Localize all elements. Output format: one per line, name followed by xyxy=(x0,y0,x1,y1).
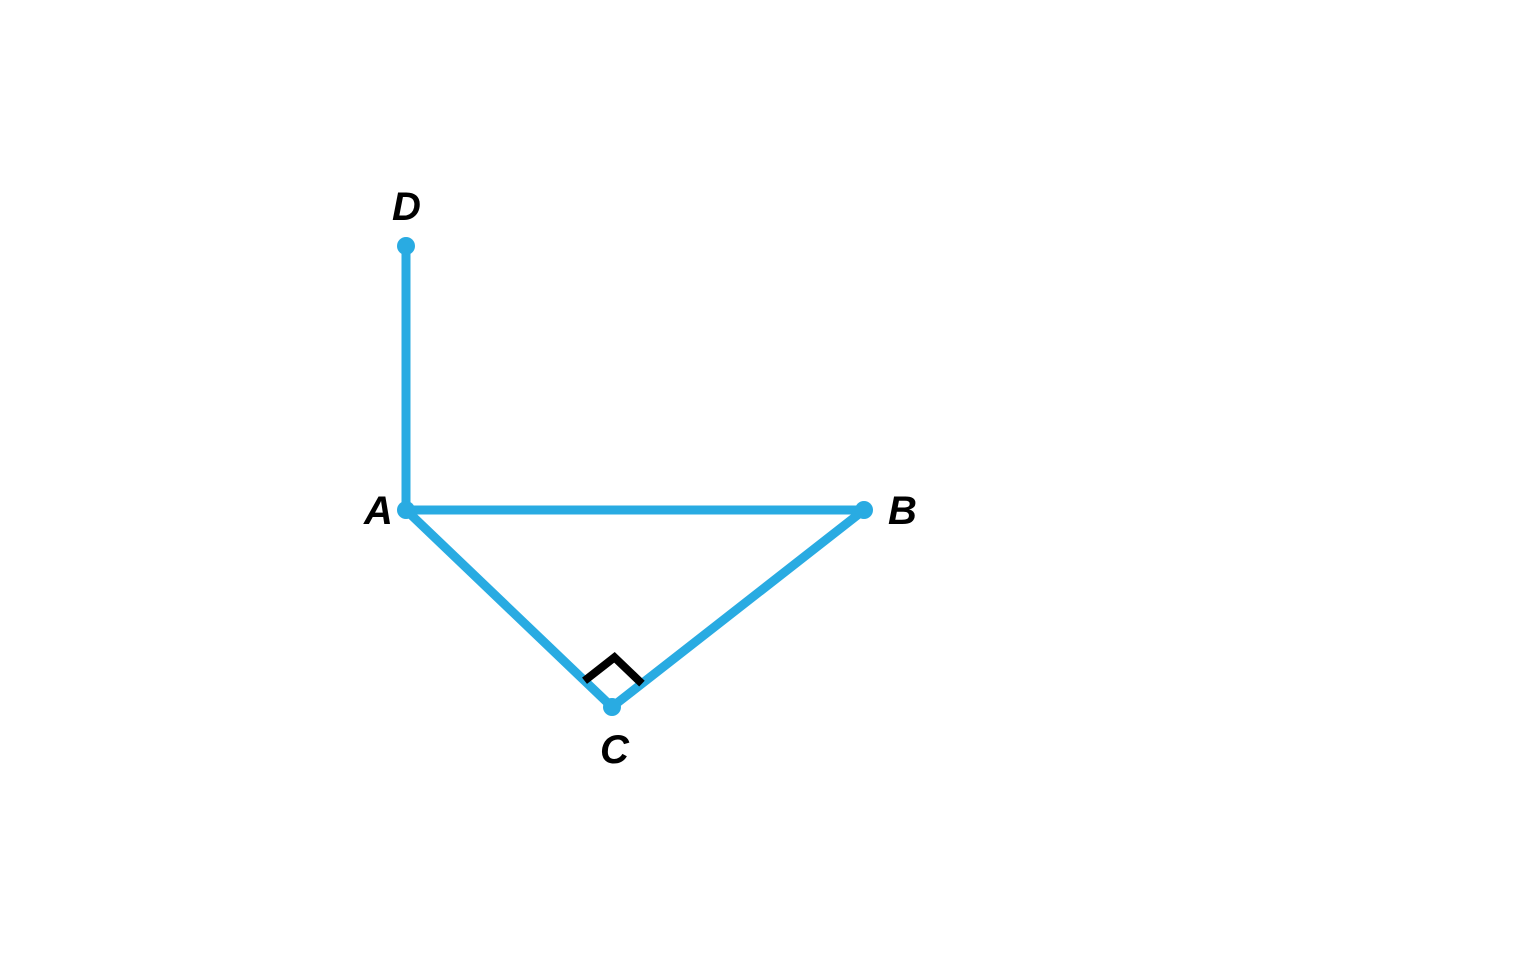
label-D: D xyxy=(392,185,421,229)
segment-AC xyxy=(406,510,612,707)
right-angle-marker xyxy=(585,657,642,683)
label-C: C xyxy=(600,728,630,772)
point-D xyxy=(397,237,415,255)
label-A: A xyxy=(363,489,393,533)
point-C xyxy=(603,698,621,716)
point-A xyxy=(397,501,415,519)
points xyxy=(397,237,873,716)
segments xyxy=(406,246,864,707)
point-B xyxy=(855,501,873,519)
label-B: B xyxy=(888,489,917,533)
segment-BC xyxy=(612,510,864,707)
geometry-diagram: A B C D xyxy=(0,0,1536,954)
